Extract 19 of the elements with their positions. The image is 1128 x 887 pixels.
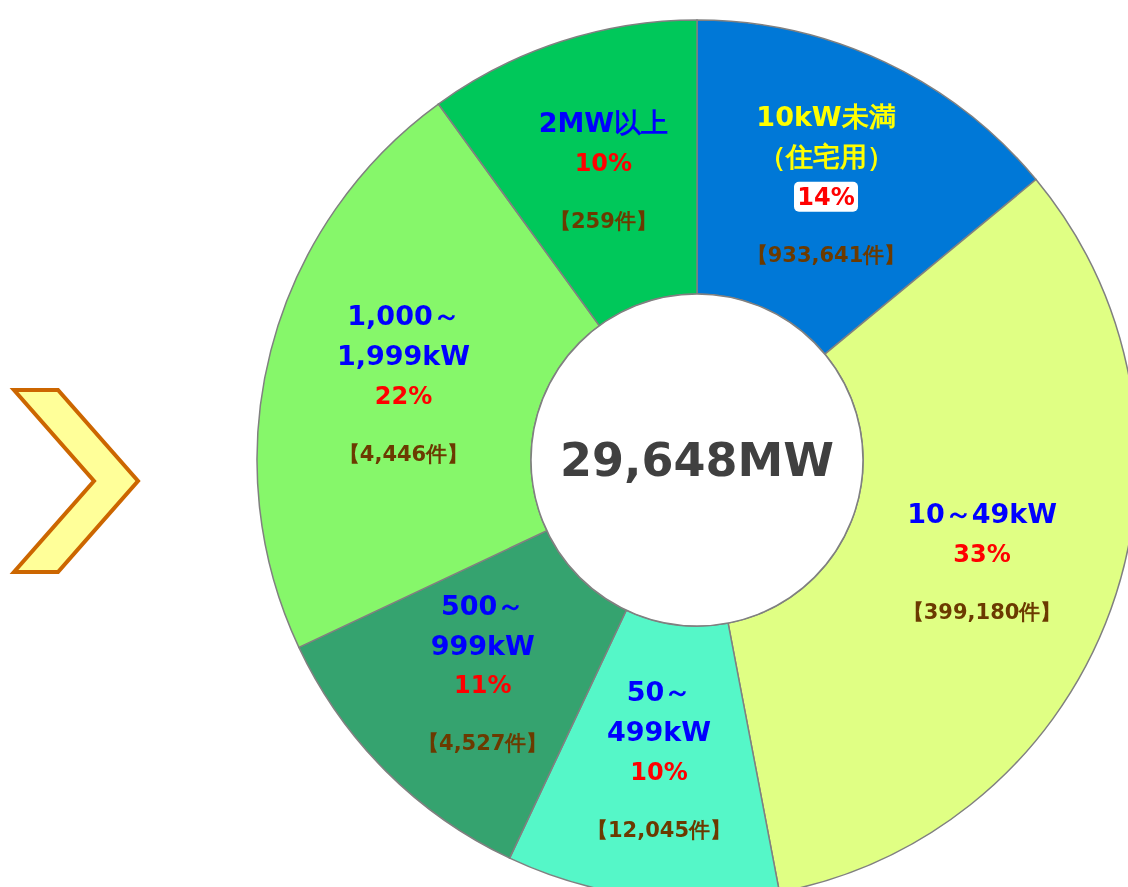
text: 【933,641件】 xyxy=(746,242,906,267)
data-label: 10% xyxy=(630,757,688,786)
slice-label: 50～ 499kW xyxy=(606,676,712,748)
slice-label: 1,000～ 1,999kW xyxy=(336,300,471,372)
slice-label: 10kW未満（住宅用） xyxy=(756,101,896,173)
data-label: 14% xyxy=(797,182,855,211)
data-label: 10% xyxy=(574,148,633,177)
text: 【4,527件】 xyxy=(418,731,548,756)
text: 【399,180件】 xyxy=(902,599,1062,624)
text: 【12,045件】 xyxy=(587,817,732,842)
text: 【4,446件】 xyxy=(338,441,469,466)
data-label: 33% xyxy=(953,539,1011,568)
data-label: 22% xyxy=(374,381,433,410)
slice-label: 10～49kW xyxy=(907,498,1058,530)
data-label: 11% xyxy=(454,671,512,700)
text: 29,648MW xyxy=(559,433,835,487)
slice-label: 500～ 999kW xyxy=(430,589,535,661)
text: 【259件】 xyxy=(549,208,657,233)
slice-label: 2MW以上 xyxy=(538,107,669,139)
